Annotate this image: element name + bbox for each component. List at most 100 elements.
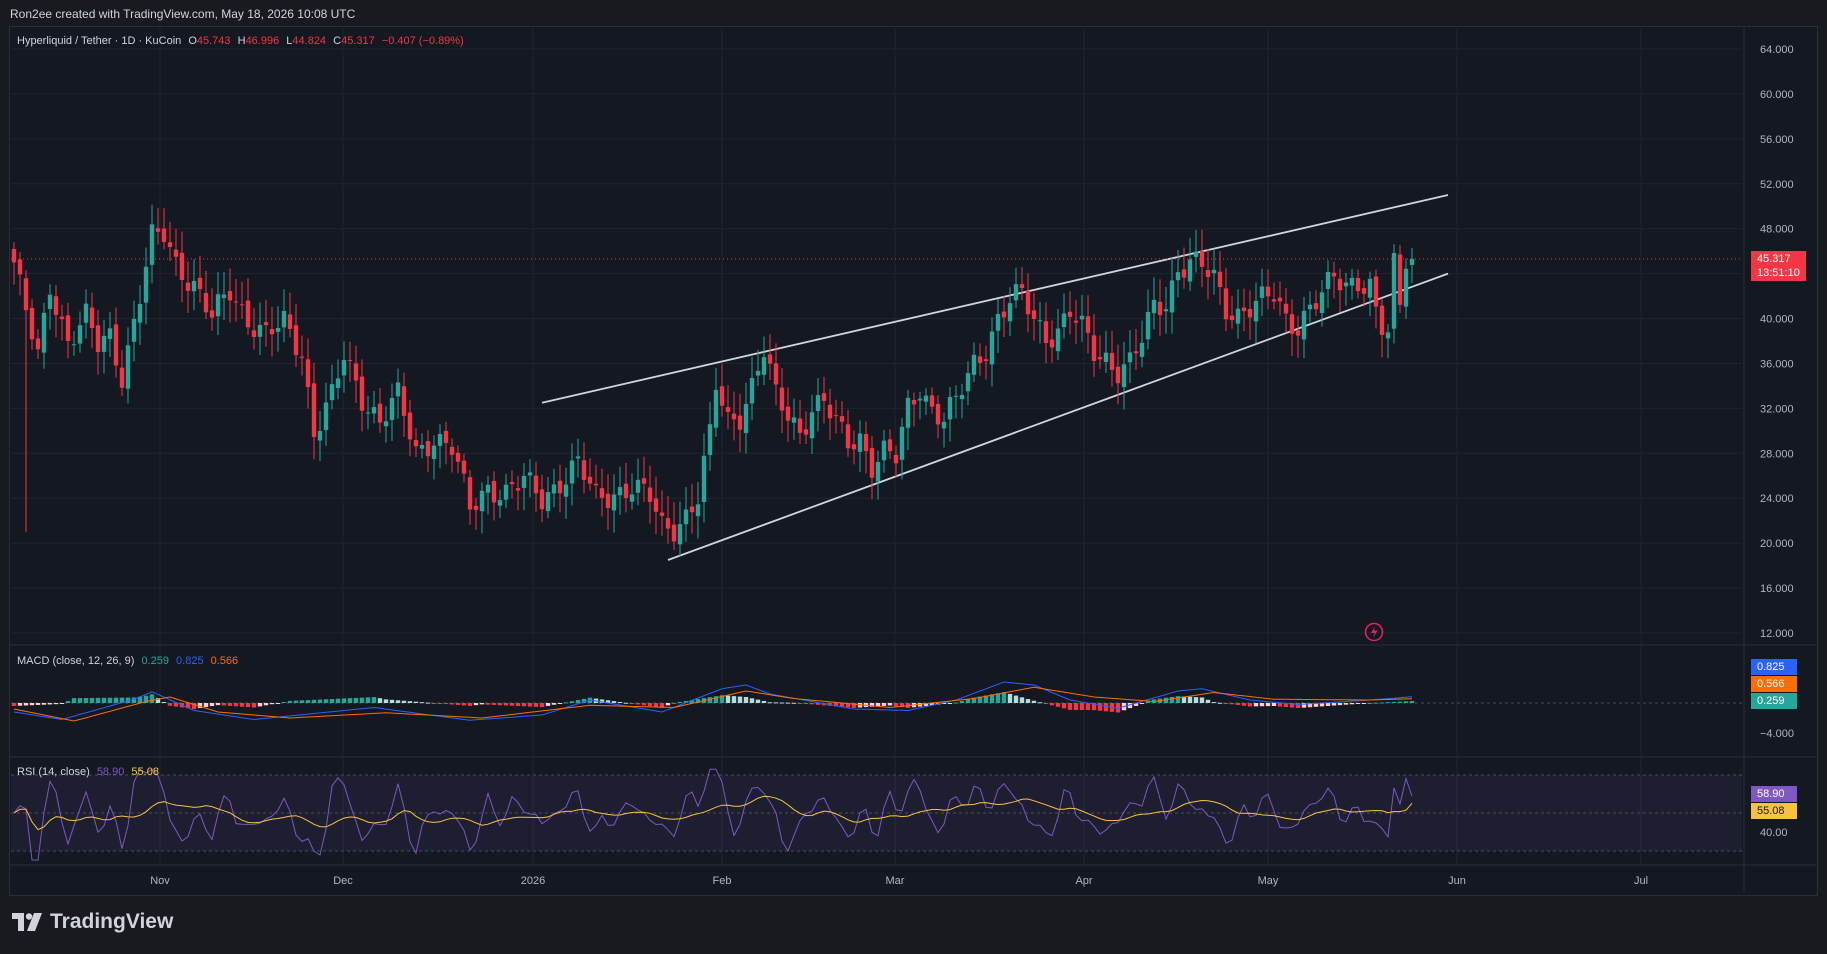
macd-hist-bar [869,703,875,707]
macd-hist-bar [581,698,587,703]
candle-body [905,397,911,428]
candle-body [371,407,377,414]
candle-body [785,406,791,421]
candle-body [65,315,71,341]
macd-legend: MACD (close, 12, 26, 9) 0.259 0.825 0.56… [17,655,238,667]
macd-hist-bar [293,700,299,703]
macd-hist-bar [995,693,1001,703]
candle-body [449,446,455,455]
candle-body [497,500,503,506]
y-tick-label: 24.000 [1760,493,1794,505]
candle-body [1169,280,1175,313]
candle-body [143,266,149,303]
candle-body [593,483,599,486]
candle-body [587,476,593,484]
candle-body [1049,339,1055,348]
macd-hist-bar [1319,703,1325,707]
candle-body [1343,282,1349,287]
macd-hist-bar [623,702,629,704]
macd-hist-bar [413,701,419,703]
macd-hist-bar [1283,703,1289,708]
macd-hist-bar [1187,696,1193,703]
macd-hist-bar [989,694,995,703]
candle-body [101,335,107,352]
macd-value: 0.825 [176,655,204,667]
macd-hist-bar [1091,703,1097,711]
candle-body [419,445,425,449]
macd-hist-bar [245,703,251,708]
macd-hist-bar [1103,703,1109,712]
trendline-upper [541,194,1449,404]
candle-body [635,479,641,493]
macd-hist-bar [1343,703,1349,705]
macd-hist-bar [647,703,653,707]
candle-body [455,452,461,462]
macd-hist-bar [929,703,935,706]
candle-body [1109,352,1115,370]
symbol-title[interactable]: Hyperliquid / Tether · 1D · KuCoin [17,35,182,47]
macd-hist-bar [851,703,857,708]
macd-hist-bar [443,703,449,705]
candle-body [1247,309,1253,318]
macd-hist-bar [125,697,131,703]
macd-hist-bar [449,703,455,705]
macd-hist-bar [1373,702,1379,704]
candle-body [17,259,23,275]
rsi-title[interactable]: RSI (14, close) [17,766,90,778]
candle-body [71,344,77,346]
candle-body [221,294,227,298]
macd-hist-bar [665,703,671,706]
candle-body [1181,269,1187,278]
candle-body [1367,278,1373,298]
macd-hist-bar [389,699,395,703]
macd-hist-bar [251,703,257,708]
macd-hist-bar [1031,700,1037,703]
candle-body [629,494,635,502]
macd-hist-bar [605,700,611,703]
candle-body [365,412,371,414]
rsi-pane [11,768,1742,861]
macd-hist-bar [431,703,437,704]
macd-hist-bar [569,701,575,703]
macd-hist-bar [1169,696,1175,703]
candle-body [743,404,749,433]
y-tick-label: 40.000 [1760,314,1794,326]
candle-body [845,424,851,449]
macd-hist-bar [1253,703,1259,707]
candle-body [293,325,299,355]
macd-hist-bar [317,699,323,703]
candle-body [1091,335,1097,362]
macd-hist-bar [131,697,137,703]
candle-body [1163,309,1169,312]
candle-body [617,487,623,496]
tradingview-logo[interactable]: TradingView [12,910,173,934]
macd-title[interactable]: MACD (close, 12, 26, 9) [17,655,135,667]
candle-body [977,356,983,363]
candle-body [965,373,971,392]
macd-hist-bar [515,703,521,706]
macd-hist-bar [1355,703,1361,704]
candle-body [437,433,443,446]
candle-body [683,509,689,525]
rsi-axis-label: 40.00 [1760,827,1788,839]
macd-hist-bar [209,703,215,707]
macd-hist-bar [857,703,863,708]
rsi-value: 58.90 [96,766,125,778]
alert-icon[interactable] [1364,622,1384,642]
candle-body [641,478,647,484]
candle-body [893,454,899,464]
low-label: L [286,35,293,47]
x-tick-label: Jul [1634,875,1648,887]
macd-hist-bar [137,696,143,703]
macd-hist-bar [671,702,677,704]
candle-body [959,395,965,400]
macd-hist-bar [401,700,407,703]
candle-body [281,311,287,328]
macd-hist-bar [1379,702,1385,704]
candle-body [311,383,317,438]
candle-body [941,421,947,429]
candle-body [881,440,887,461]
change-value: −0.407 (−0.89%) [381,35,464,47]
macd-hist-bar [281,702,287,703]
